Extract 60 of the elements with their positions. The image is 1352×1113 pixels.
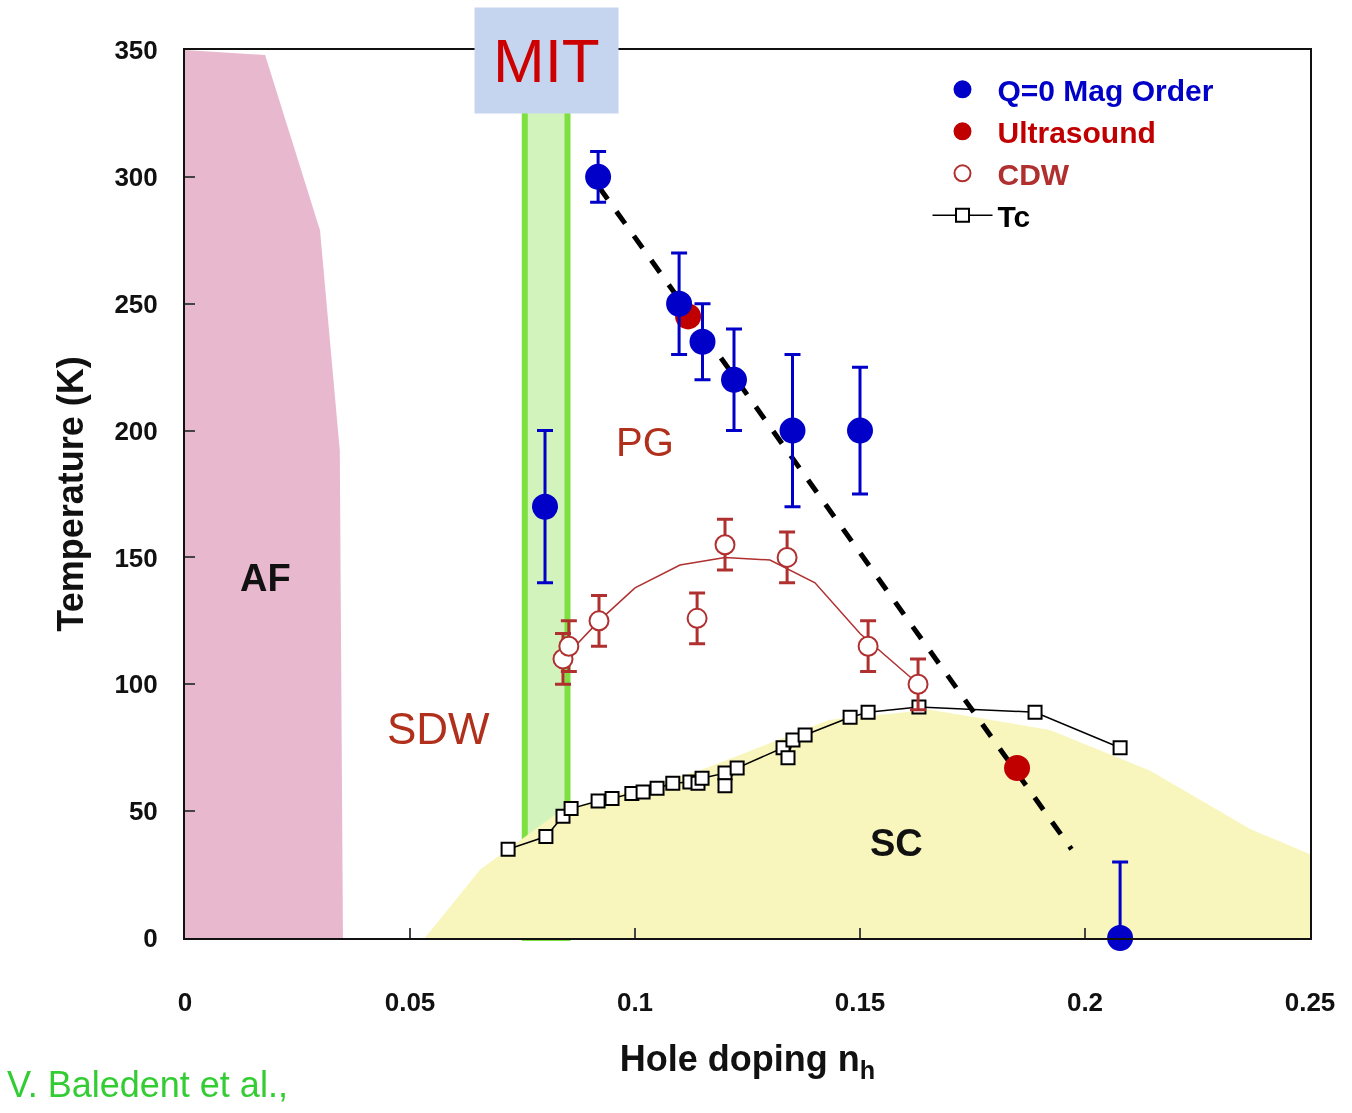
x-axis-title: Hole doping n$_{h}$ [619, 1038, 876, 1084]
annotation: SC [870, 822, 923, 864]
legend-label: Ultrasound [997, 116, 1156, 150]
point [1107, 925, 1134, 951]
point [500, 841, 516, 857]
annotation: SDW [387, 704, 491, 753]
point [635, 784, 651, 800]
point [1004, 755, 1031, 781]
x-tick-label: 0.15 [834, 987, 886, 1018]
point [604, 790, 620, 806]
point [666, 290, 693, 317]
x-tick-label: 0.25 [1284, 987, 1336, 1018]
y-tick-label: 200 [114, 415, 158, 446]
point [563, 801, 579, 817]
x-tick-label: 0.2 [1066, 987, 1104, 1018]
y-axis-title: Temperature (K) [49, 356, 91, 632]
y-tick-label: 0 [143, 923, 158, 954]
point [717, 778, 733, 794]
point [588, 610, 610, 632]
point [686, 607, 708, 629]
point [907, 673, 929, 695]
point [847, 417, 873, 444]
point [538, 829, 554, 845]
point [1027, 704, 1043, 720]
point [779, 417, 806, 444]
point [714, 534, 736, 556]
y-tick-label: 50 [128, 796, 158, 827]
x-tick-label: 0.1 [616, 987, 654, 1018]
point [780, 750, 796, 766]
point [649, 780, 665, 796]
point [665, 775, 681, 791]
point [721, 366, 747, 393]
point [590, 793, 606, 809]
point [585, 163, 612, 190]
point [532, 493, 558, 520]
point [558, 635, 580, 657]
y-tick-label: 100 [114, 669, 158, 700]
point [729, 760, 745, 776]
x-tick-label: 0.05 [384, 987, 436, 1018]
annotation: AF [240, 557, 291, 599]
point [797, 727, 813, 743]
point [860, 704, 876, 720]
point [1112, 740, 1128, 756]
point [689, 328, 716, 355]
point [694, 770, 710, 786]
y-tick-label: 250 [114, 288, 158, 319]
point [857, 635, 879, 657]
band-label: MIT [493, 26, 600, 95]
y-tick-label: 150 [114, 542, 158, 573]
legend-label: Q=0 Mag Order [997, 74, 1214, 108]
annotation: PG [616, 420, 674, 464]
legend-label: Tc [997, 200, 1031, 234]
point [842, 709, 858, 725]
legend-label: CDW [997, 158, 1070, 192]
x-tick-label: 0 [177, 987, 193, 1018]
y-tick-label: 300 [114, 161, 158, 192]
point [785, 732, 801, 748]
y-tick-label: 350 [114, 35, 158, 66]
point [776, 546, 798, 568]
text: V. Baledent et al., [7, 1064, 288, 1105]
